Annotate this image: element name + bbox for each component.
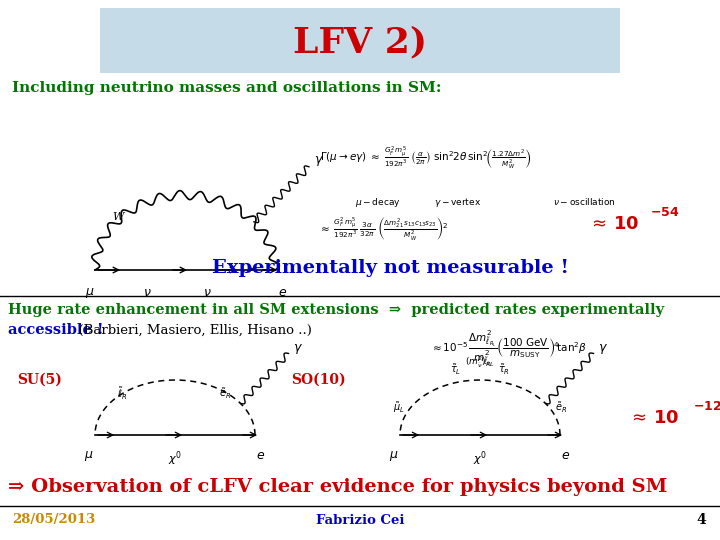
Text: ⇒ Observation of cLFV clear evidence for physics beyond SM: ⇒ Observation of cLFV clear evidence for… [8,478,667,496]
Text: $\tilde{\ell}_R$: $\tilde{\ell}_R$ [117,386,127,402]
Text: $\gamma$: $\gamma$ [292,342,302,356]
Text: 4: 4 [696,513,706,527]
Text: Huge rate enhancement in all SM extensions  ⇒  predicted rates experimentally: Huge rate enhancement in all SM extensio… [8,303,664,317]
Text: $\chi^0$: $\chi^0$ [168,449,182,468]
Text: $\tilde{e}_R$: $\tilde{e}_R$ [219,387,231,401]
Text: $\mu$: $\mu$ [390,449,399,463]
Text: $\approx\,\mathbf{10}$: $\approx\,\mathbf{10}$ [628,409,679,427]
Text: $(m^2_{\tilde{\nu}})_{RL}$: $(m^2_{\tilde{\nu}})_{RL}$ [465,355,495,370]
Text: 28/05/2013: 28/05/2013 [12,514,95,526]
Text: $\nu$: $\nu$ [202,286,212,299]
Text: $\gamma$: $\gamma$ [598,342,608,356]
Text: $e$: $e$ [562,449,570,462]
Text: accessible !: accessible ! [8,323,104,337]
Text: Fabrizio Cei: Fabrizio Cei [316,514,404,526]
Text: $\gamma-\mathrm{vertex}$: $\gamma-\mathrm{vertex}$ [434,196,482,209]
Text: $\nu$: $\nu$ [143,286,151,299]
Text: $\approx 10^{-5}\,\dfrac{\Delta m^2_{\tilde{\ell}_{R_L}}}{m^2_{\tilde{\ell}_k}}\: $\approx 10^{-5}\,\dfrac{\Delta m^2_{\ti… [430,328,587,368]
Text: (Barbieri, Masiero, Ellis, Hisano ..): (Barbieri, Masiero, Ellis, Hisano ..) [70,323,312,336]
Text: $\mu$: $\mu$ [84,449,94,463]
Text: $\gamma$: $\gamma$ [314,154,324,168]
Text: $e$: $e$ [279,286,287,299]
Text: $\tilde{e}_R$: $\tilde{e}_R$ [555,400,567,415]
Text: W: W [112,213,123,222]
Text: SO(10): SO(10) [291,373,346,387]
Text: SU(5): SU(5) [17,373,63,387]
Text: $\approx\; \frac{G_F^2\,m_\mu^5}{192\pi^3}\;\frac{3\alpha}{32\pi}\;\left(\frac{\: $\approx\; \frac{G_F^2\,m_\mu^5}{192\pi^… [318,214,448,241]
Text: $\mathbf{-12}$: $\mathbf{-12}$ [693,400,720,413]
Text: $\tilde{\mu}_L$: $\tilde{\mu}_L$ [393,400,405,415]
Text: $\nu-\mathrm{oscillation}$: $\nu-\mathrm{oscillation}$ [553,196,616,207]
Text: $\approx\,\mathbf{10}$: $\approx\,\mathbf{10}$ [588,215,639,233]
Text: Experimentally not measurable !: Experimentally not measurable ! [212,259,569,277]
Text: $\mathbf{-54}$: $\mathbf{-54}$ [650,206,679,219]
Text: $\Gamma(\mu \to e\gamma) \;\approx\; \frac{G_F^2\,m_\mu^5}{192\pi^3}\;\left(\fra: $\Gamma(\mu \to e\gamma) \;\approx\; \fr… [320,145,532,171]
Text: $\tilde{\tau}_R$: $\tilde{\tau}_R$ [498,362,510,377]
Text: $\mu$: $\mu$ [85,286,95,300]
Text: $\chi^0$: $\chi^0$ [473,449,487,468]
Text: $\times$: $\times$ [246,264,256,276]
Text: Including neutrino masses and oscillations in SM:: Including neutrino masses and oscillatio… [12,81,441,95]
Text: $\tilde{\tau}_L$: $\tilde{\tau}_L$ [450,362,462,377]
Text: LFV 2): LFV 2) [293,25,427,59]
FancyBboxPatch shape [100,8,620,73]
Text: $e$: $e$ [256,449,266,462]
Text: $\mu-\mathrm{decay}$: $\mu-\mathrm{decay}$ [355,196,401,209]
